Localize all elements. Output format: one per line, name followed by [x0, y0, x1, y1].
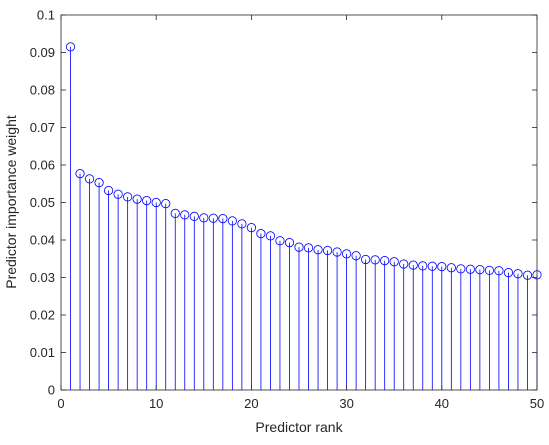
stem-marker [104, 185, 114, 196]
stem-marker [208, 213, 218, 223]
stem-marker [189, 211, 199, 221]
y-tick-label: 0.04 [30, 233, 55, 248]
y-ticks: 0 0.01 0.02 0.03 0.04 0.05 0.06 0.07 0.08 0.09 0.1 [30, 8, 537, 398]
stem-marker [351, 251, 361, 261]
stem-marker [151, 197, 161, 208]
y-tick-label: 0.01 [30, 345, 55, 360]
stem-marker [284, 238, 295, 248]
stem-marker [427, 261, 437, 271]
y-tick-label: 0.05 [30, 195, 55, 210]
stems [70, 46, 538, 390]
y-tick-label: 0.06 [30, 158, 55, 173]
stem-marker [322, 245, 333, 256]
y-axis-label: Predictor importance weight [3, 115, 19, 289]
stem-marker [456, 264, 466, 274]
stem-marker [180, 210, 190, 220]
y-tick-label: 0 [48, 383, 55, 398]
stem-marker [494, 266, 504, 276]
y-tick-label: 0.1 [37, 8, 55, 23]
stem-marker [418, 261, 428, 271]
axes-box [60, 14, 538, 391]
y-tick-label: 0.09 [30, 45, 55, 60]
stem-marker [465, 264, 475, 274]
stem-marker [237, 219, 247, 229]
y-tick-label: 0.03 [30, 270, 55, 285]
x-tick-label: 10 [149, 396, 163, 411]
stem-marker [389, 257, 399, 267]
stem-marker [484, 265, 494, 275]
x-tick-label: 30 [339, 396, 353, 411]
stem-marker [75, 169, 85, 179]
x-tick-label: 40 [435, 396, 449, 411]
stem-marker [161, 199, 171, 209]
x-tick-label: 0 [57, 396, 64, 411]
stem-marker [332, 247, 342, 257]
stem-marker [218, 214, 228, 224]
stem-marker [142, 196, 152, 206]
stem-marker [94, 178, 104, 188]
stem-marker [437, 262, 447, 272]
stem-marker [341, 249, 352, 259]
stem-marker [275, 236, 285, 246]
stem-marker [123, 192, 133, 202]
stem-marker [256, 229, 266, 239]
stem-marker [227, 216, 237, 226]
stem-marker [408, 260, 418, 270]
stem-marker [522, 270, 533, 280]
stem-marker [513, 269, 523, 279]
y-tick-label: 0.08 [30, 83, 55, 98]
stem-marker [170, 208, 180, 218]
stem-marker [303, 243, 314, 253]
stem-marker [380, 256, 390, 266]
y-tick-label: 0.02 [30, 308, 55, 323]
stem-marker [361, 254, 371, 265]
stem-marker [132, 194, 142, 204]
stem-marker [246, 223, 256, 233]
stem-marker [294, 242, 304, 252]
x-tick-label: 20 [244, 396, 258, 411]
stem-marker [313, 245, 323, 255]
stem-marker [370, 255, 380, 265]
stem-marker [84, 174, 95, 184]
y-tick-label: 0.07 [30, 120, 55, 135]
x-axis-label: Predictor rank [255, 419, 343, 435]
stem-marker [399, 259, 409, 269]
stem-marker [446, 263, 456, 273]
stem-marker [199, 213, 209, 223]
stem-marker [265, 231, 276, 241]
stem-marker [475, 265, 485, 275]
stem-marker [503, 268, 514, 278]
x-tick-label: 50 [530, 396, 544, 411]
stem-marker [113, 189, 123, 199]
stem-marker [65, 42, 76, 52]
